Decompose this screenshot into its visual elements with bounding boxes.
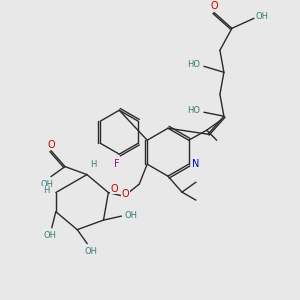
Text: N: N [192, 159, 200, 169]
Text: OH: OH [125, 211, 138, 220]
Text: O: O [47, 140, 55, 150]
Text: HO: HO [188, 60, 200, 69]
Text: O: O [110, 184, 118, 194]
Text: HO: HO [188, 106, 200, 115]
Text: F: F [114, 159, 120, 169]
Text: OH: OH [43, 231, 56, 240]
Text: OH: OH [85, 247, 98, 256]
Text: OH: OH [40, 180, 53, 189]
Text: O: O [210, 2, 218, 11]
Text: H: H [43, 186, 49, 195]
Text: O: O [122, 189, 129, 199]
Text: OH: OH [255, 12, 268, 21]
Text: H: H [90, 160, 96, 169]
